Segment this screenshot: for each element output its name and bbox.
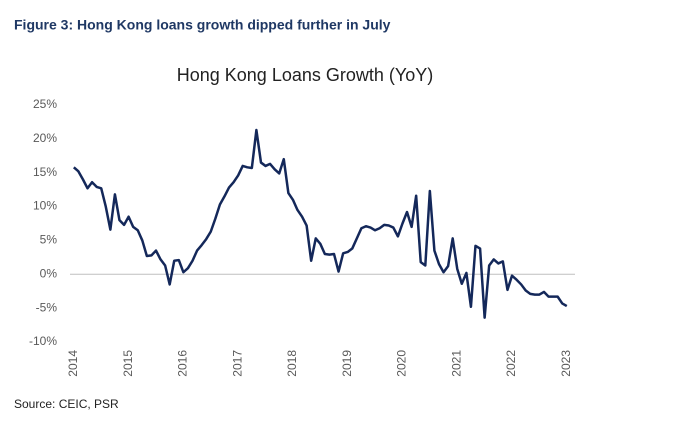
y-tick-label: 15% xyxy=(33,165,57,179)
y-tick-label: 0% xyxy=(40,266,58,280)
x-tick-label: 2018 xyxy=(285,350,299,377)
x-tick-label: 2019 xyxy=(340,350,354,377)
x-tick-label: 2022 xyxy=(504,350,518,377)
y-tick-label: 10% xyxy=(33,199,57,213)
chart-title: Hong Kong Loans Growth (YoY) xyxy=(177,65,434,85)
x-tick-label: 2014 xyxy=(66,350,80,377)
y-tick-label: 5% xyxy=(40,233,58,247)
x-tick-label: 2023 xyxy=(559,350,573,377)
y-tick-label: -10% xyxy=(29,334,57,348)
x-tick-label: 2016 xyxy=(176,350,190,377)
x-tick-label: 2020 xyxy=(395,350,409,377)
x-tick-label: 2017 xyxy=(230,350,244,377)
y-tick-label: 20% xyxy=(33,131,57,145)
data-line xyxy=(72,128,568,319)
source-note: Source: CEIC, PSR xyxy=(14,397,119,411)
y-tick-label: 25% xyxy=(33,97,57,111)
figure-caption: Figure 3: Hong Kong loans growth dipped … xyxy=(14,17,391,33)
x-tick-label: 2021 xyxy=(449,350,463,377)
y-tick-label: -5% xyxy=(36,300,58,314)
x-tick-label: 2015 xyxy=(121,350,135,377)
